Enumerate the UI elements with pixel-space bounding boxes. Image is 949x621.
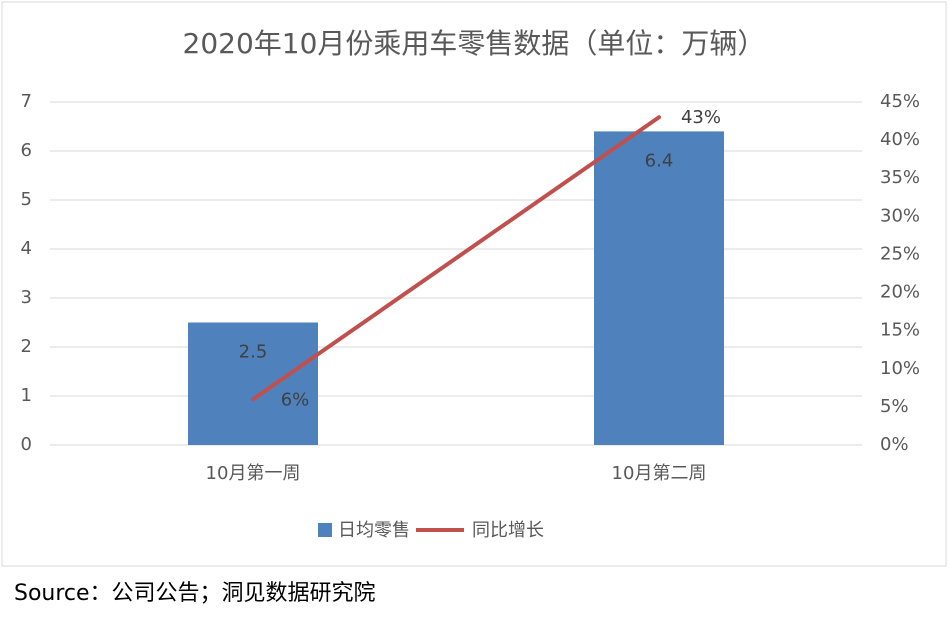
y2-tick-label: 35%	[880, 167, 920, 188]
chart-border	[1, 1, 947, 567]
y-tick-label: 0	[21, 434, 32, 455]
chart-title: 2020年10月份乘用车零售数据（单位：万辆）	[183, 27, 766, 60]
line	[251, 115, 661, 402]
x-tick-label: 10月第一周	[206, 463, 301, 484]
y2-tick-label: 10%	[880, 358, 920, 379]
y2-tick-label: 25%	[880, 243, 920, 264]
y2-tick-label: 15%	[880, 320, 920, 341]
y-tick-label: 3	[21, 287, 32, 308]
legend-label: 日均零售	[338, 520, 410, 541]
bar	[594, 131, 724, 445]
y-tick-label: 2	[21, 336, 32, 357]
y-tick-label: 6	[21, 140, 32, 161]
y2-tick-label: 40%	[880, 129, 920, 150]
y-tick-label: 7	[21, 91, 32, 112]
y2-tick-label: 0%	[880, 434, 909, 455]
data-label: 43%	[681, 107, 721, 128]
y2-tick-label: 45%	[880, 91, 920, 112]
y2-tick-label: 20%	[880, 282, 920, 303]
y-tick-label: 4	[21, 238, 32, 259]
bar	[188, 322, 318, 445]
x-tick-label: 10月第二周	[612, 463, 707, 484]
y-tick-label: 1	[21, 385, 32, 406]
data-label: 6%	[281, 389, 310, 410]
legend-swatch	[318, 523, 332, 537]
y2-tick-label: 30%	[880, 205, 920, 226]
legend-label: 同比增长	[472, 520, 544, 541]
source: Source：公司公告；洞见数据研究院	[14, 581, 376, 606]
y-tick-label: 5	[21, 189, 32, 210]
data-label: 2.5	[239, 342, 268, 363]
data-label: 6.4	[645, 150, 674, 171]
y2-tick-label: 5%	[880, 396, 909, 417]
